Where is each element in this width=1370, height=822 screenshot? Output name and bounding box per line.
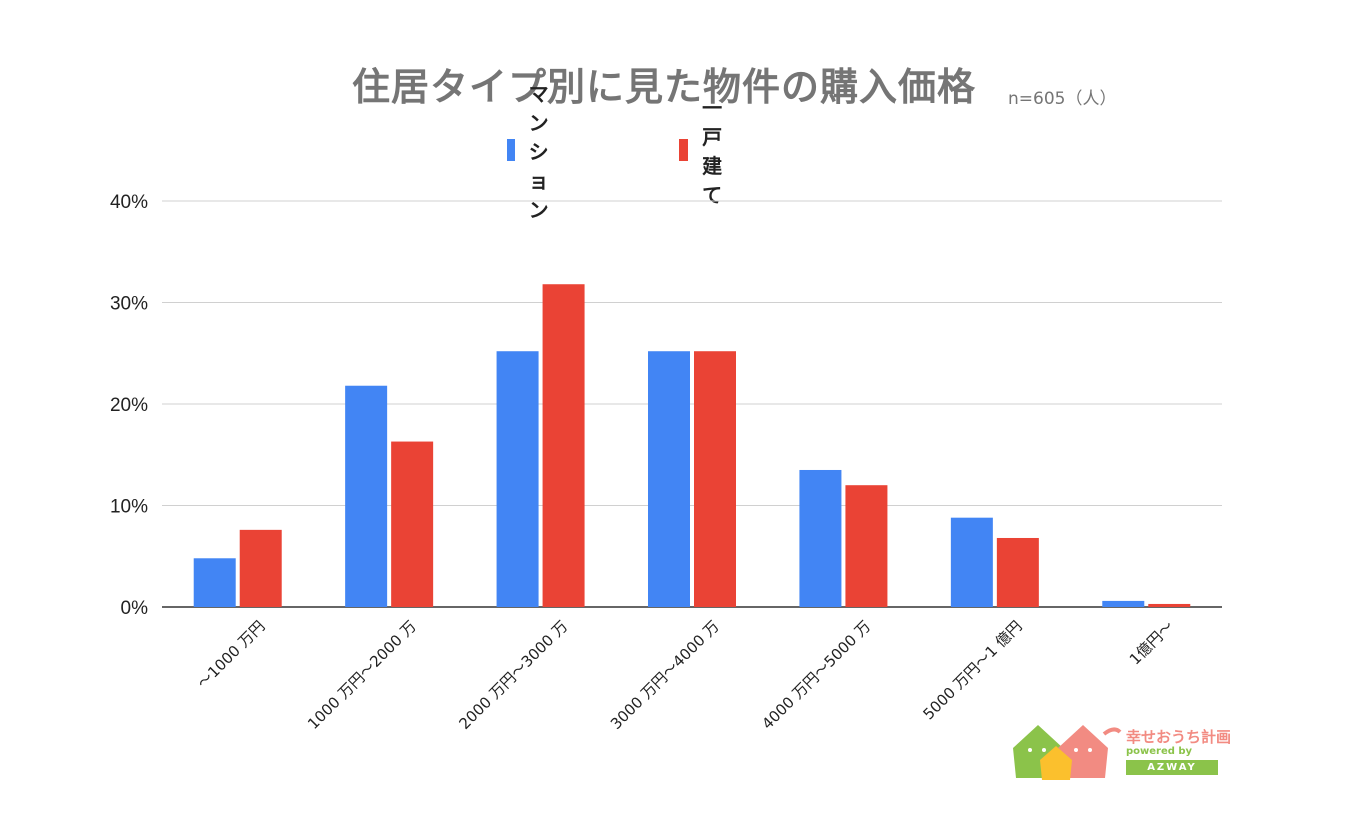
x-tick-label: 1億円～: [1126, 617, 1177, 668]
bar-house: [239, 529, 282, 607]
y-tick-label: 10%: [110, 497, 148, 518]
legend-label-mansion: マンション: [528, 81, 549, 222]
bar-house: [996, 537, 1039, 607]
x-tick-label: 4000 万円～5000 万: [758, 617, 874, 733]
chart-title: 住居タイプ別に見た物件の購入価格: [352, 65, 977, 109]
logo-badge: AZWAY: [1126, 760, 1218, 775]
bar-house: [694, 351, 736, 607]
bar-mansion: [345, 385, 388, 607]
bar-house: [1148, 603, 1191, 607]
chart-subtitle: n=605（人）: [1008, 89, 1117, 109]
bar-mansion: [193, 558, 236, 607]
logo-text: 幸せおうち計画: [1126, 728, 1232, 746]
x-tick-label: 3000 万円～4000 万: [607, 617, 723, 733]
x-tick-label: ～1000 万円: [194, 617, 269, 692]
bar-mansion: [648, 351, 690, 607]
logo-powered-by: powered by: [1126, 746, 1193, 757]
x-tick-label: 2000 万円～3000 万: [456, 617, 572, 733]
x-tick-label: 1000 万円～2000 万: [304, 617, 420, 733]
logo-house-icon: [1013, 725, 1122, 780]
bar-house: [845, 485, 888, 607]
brand-logo: 幸せおうち計画 powered by AZWAY: [1008, 718, 1248, 788]
y-tick-label: 20%: [110, 395, 148, 416]
bar-mansion: [950, 517, 993, 607]
x-tick-label: 5000 万円～1 億円: [919, 617, 1025, 723]
legend-swatch-house: [679, 139, 689, 161]
legend-swatch-mansion: [507, 139, 515, 161]
chart-title-area: 住居タイプ別に見た物件の購入価格 n=605（人）: [0, 56, 1370, 116]
bar-mansion: [1102, 600, 1145, 607]
y-tick-label: 40%: [110, 192, 148, 213]
bar-mansion: [799, 469, 842, 607]
bar-mansion: [496, 351, 539, 607]
legend-item-mansion: マンション: [507, 82, 563, 222]
bar-house: [542, 284, 585, 607]
y-tick-label: 0%: [121, 598, 149, 619]
y-tick-label: 30%: [110, 294, 148, 315]
bar-house: [391, 441, 434, 607]
